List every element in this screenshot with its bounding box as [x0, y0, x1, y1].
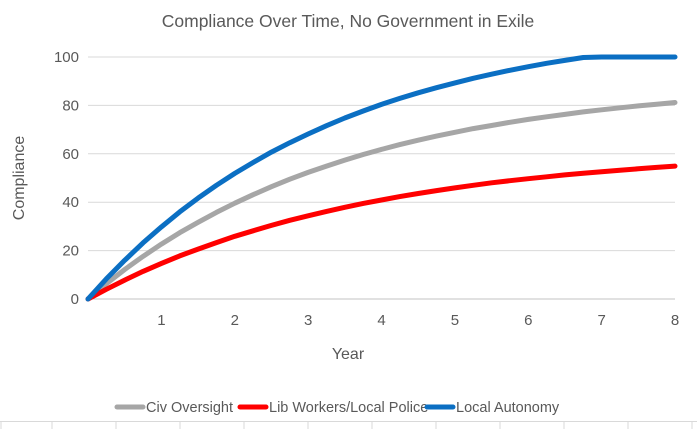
series-line-civ-oversight — [85, 100, 678, 302]
series-line-local-autonomy — [85, 54, 678, 302]
x-tick-label: 7 — [597, 312, 605, 329]
x-axis-title: Year — [332, 346, 365, 363]
y-tick-label: 20 — [62, 243, 79, 260]
worksheet-gridlines-strip — [0, 421, 697, 429]
y-tick-label: 40 — [62, 194, 79, 211]
x-axis-tick-labels: 1 2 3 4 5 6 7 8 — [157, 312, 679, 329]
gridlines — [88, 56, 675, 300]
legend: Civ Oversight Lib Workers/Local Police Loc… — [114, 400, 560, 416]
x-tick-label: 3 — [304, 312, 312, 329]
chart-title: Compliance Over Time, No Government in E… — [162, 11, 535, 31]
legend-label: Local Autonomy — [456, 400, 560, 416]
x-tick-label: 1 — [157, 312, 165, 329]
legend-label: Lib Workers/Local Police — [269, 400, 428, 416]
x-tick-label: 2 — [231, 312, 239, 329]
y-tick-label: 100 — [54, 49, 79, 66]
y-axis-title: Compliance — [11, 136, 28, 221]
x-tick-label: 6 — [524, 312, 532, 329]
legend-label: Civ Oversight — [146, 400, 233, 416]
series-line-lib-workers-local-police — [85, 163, 678, 302]
y-tick-label: 60 — [62, 146, 79, 163]
x-tick-label: 4 — [377, 312, 385, 329]
series-lines — [85, 54, 678, 302]
y-axis-tick-labels: 0 20 40 60 80 100 — [54, 49, 79, 308]
x-tick-label: 5 — [451, 312, 459, 329]
x-tick-label: 8 — [671, 312, 679, 329]
y-tick-label: 80 — [62, 97, 79, 114]
y-tick-label: 0 — [71, 291, 79, 308]
